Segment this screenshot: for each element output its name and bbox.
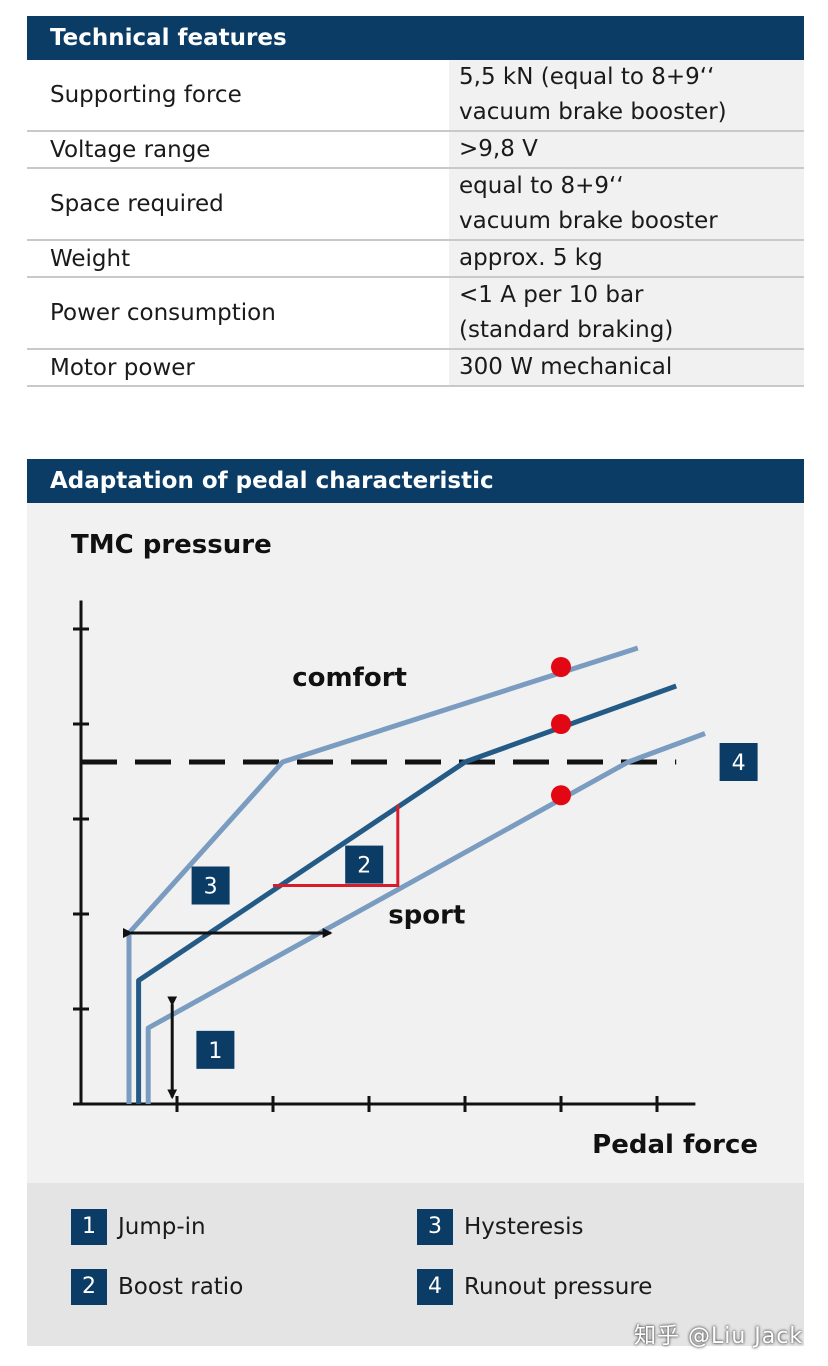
- badge-hysteresis-box: [191, 866, 230, 905]
- feature-value: 5,5 kN (equal to 8+9‘‘ vacuum brake boost…: [449, 60, 804, 132]
- legend-item: 4 Runout pressure: [417, 1269, 652, 1305]
- watermark: 知乎 @Liu Jack: [634, 1324, 804, 1349]
- badge-runout-pressure-box: [719, 743, 758, 781]
- legend-panel: 1 Jump-in 2 Boost ratio 3 Hysteresis 4 R…: [27, 1183, 804, 1346]
- operating-point-marker: [551, 714, 571, 734]
- feature-value: 300 W mechanical: [449, 349, 804, 387]
- badge-boost-ratio-box: [345, 845, 384, 884]
- operating-point-marker: [551, 657, 571, 677]
- operating-point-marker: [551, 785, 571, 806]
- legend-item: 1 Jump-in: [71, 1209, 206, 1245]
- badge-jump-in: 1: [208, 1039, 222, 1064]
- feature-row: Motor power 300 W mechanical: [27, 349, 804, 387]
- legend-number-badge: 4: [417, 1269, 453, 1305]
- feature-value-line: vacuum brake booster: [459, 208, 718, 234]
- legend-label: Hysteresis: [464, 1214, 584, 1240]
- feature-value: equal to 8+9‘‘ vacuum brake booster: [449, 168, 804, 241]
- feature-label: Space required: [27, 168, 449, 241]
- legend-item: 2 Boost ratio: [71, 1269, 243, 1305]
- pedal-characteristic-chart: TMC pressure Pedal force comfort sport 1 2 3 4: [71, 530, 758, 1160]
- chart-section-title: Adaptation of pedal characteristic: [50, 468, 494, 494]
- technical-features-title: Technical features: [50, 25, 287, 51]
- feature-value: <1 A per 10 bar (standard braking): [449, 277, 804, 350]
- badge-jump-in-box: [196, 1030, 235, 1069]
- technical-features-table: Supporting force 5,5 kN (equal to 8+9‘‘ va…: [27, 60, 804, 387]
- legend-item: 3 Hysteresis: [417, 1209, 584, 1245]
- legend-label: Runout pressure: [464, 1274, 653, 1300]
- chart-section-header: Adaptation of pedal characteristic: [27, 459, 804, 503]
- feature-label: Motor power: [27, 349, 449, 387]
- feature-row: Space required equal to 8+9‘‘ vacuum brake…: [27, 168, 804, 241]
- legend-label: Boost ratio: [118, 1274, 244, 1300]
- feature-value-line: (standard braking): [459, 317, 674, 343]
- feature-value-line: 5,5 kN (equal to 8+9‘‘: [459, 64, 715, 90]
- legend-number-badge: 1: [71, 1209, 107, 1245]
- y-axis-label: TMC pressure: [71, 530, 272, 560]
- feature-row: Weight approx. 5 kg: [27, 240, 804, 278]
- badge-boost-ratio: 2: [357, 854, 371, 879]
- legend-label: Jump-in: [118, 1214, 206, 1240]
- feature-row: Supporting force 5,5 kN (equal to 8+9‘‘ va…: [27, 60, 804, 132]
- curve-comfort: [126, 645, 639, 1104]
- feature-row: Power consumption <1 A per 10 bar (standar…: [27, 277, 804, 350]
- feature-value-line: approx. 5 kg: [459, 245, 603, 271]
- feature-value-line: equal to 8+9‘‘: [459, 173, 624, 199]
- feature-row: Voltage range >9,8 V: [27, 131, 804, 169]
- badge-runout-pressure: 4: [732, 751, 746, 776]
- chart-panel: TMC pressure Pedal force comfort sport 1 2 3 4: [27, 503, 804, 1183]
- feature-value-line: vacuum brake booster): [459, 99, 727, 125]
- technical-features-header: Technical features: [27, 16, 804, 60]
- sport-label: sport: [388, 901, 465, 931]
- boost-ratio-triangle: [273, 804, 400, 887]
- legend-number-badge: 2: [71, 1269, 107, 1305]
- feature-value: >9,8 V: [449, 131, 804, 169]
- feature-label: Weight: [27, 240, 449, 278]
- badge-hysteresis: 3: [204, 875, 218, 900]
- feature-value-line: <1 A per 10 bar: [459, 282, 644, 308]
- feature-label: Voltage range: [27, 131, 449, 169]
- feature-value-line: >9,8 V: [459, 136, 538, 162]
- feature-label: Power consumption: [27, 277, 449, 350]
- feature-value: approx. 5 kg: [449, 240, 804, 278]
- curve-sport: [145, 731, 706, 1104]
- legend-number-badge: 3: [417, 1209, 453, 1245]
- x-axis-label: Pedal force: [592, 1130, 758, 1160]
- comfort-label: comfort: [292, 663, 407, 693]
- feature-value-line: 300 W mechanical: [459, 354, 673, 380]
- feature-label: Supporting force: [27, 60, 449, 132]
